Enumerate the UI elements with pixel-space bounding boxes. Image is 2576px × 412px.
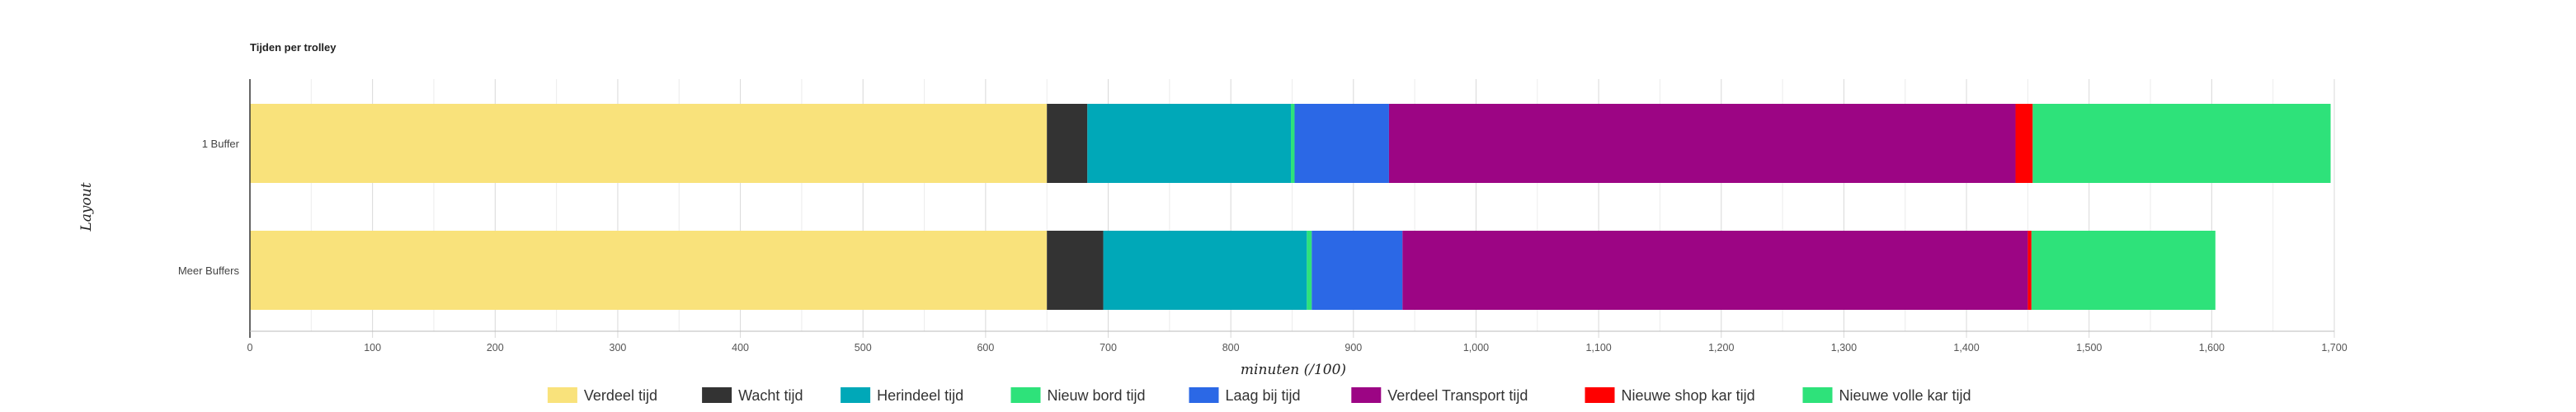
legend-swatch — [702, 387, 732, 403]
bar-segment — [250, 231, 1048, 310]
x-tick-label: 1,100 — [1585, 342, 1611, 353]
bar-segment — [1291, 104, 1295, 183]
legend-label: Wacht tijd — [738, 387, 803, 404]
bar-segment — [2027, 231, 2032, 310]
bar-segment — [1047, 104, 1088, 183]
x-tick-label: 300 — [610, 342, 627, 353]
bar-segment — [1312, 231, 1403, 310]
x-tick-label: 900 — [1345, 342, 1362, 353]
bar-segment — [1103, 231, 1307, 310]
legend-label: Herindeel tijd — [877, 387, 963, 404]
legend: Verdeel tijd Wacht tijd Herindeel tijd Nieu… — [547, 387, 1971, 404]
axes: 0 100 200 300 400 500 600 700 800 900 1,000 1,100 1,… — [178, 79, 2348, 353]
bar-segment — [1294, 104, 1389, 183]
legend-item[interactable]: Verdeel Transport tijd — [1351, 387, 1528, 404]
y-category-label: 1 Buffer — [202, 138, 240, 150]
y-axis-title: Layout — [78, 182, 95, 232]
x-tick-label: 1,300 — [1831, 342, 1857, 353]
legend-item[interactable]: Nieuw bord tijd — [1010, 387, 1146, 404]
legend-swatch — [547, 387, 577, 403]
legend-item[interactable]: Nieuwe shop kar tijd — [1585, 387, 1755, 404]
x-tick-label: 700 — [1100, 342, 1117, 353]
bar-segment — [1047, 231, 1104, 310]
x-axis-title: minuten (/100) — [1241, 362, 1346, 378]
legend-swatch — [841, 387, 871, 403]
bar-segment — [2032, 104, 2331, 183]
bars — [250, 104, 2331, 310]
x-tick-label: 1,600 — [2199, 342, 2225, 353]
x-tick-label: 800 — [1222, 342, 1240, 353]
y-category-label: Meer Buffers — [178, 265, 240, 277]
bar-segment — [1402, 231, 2028, 310]
bar-segment — [1388, 104, 2016, 183]
x-tick-label: 0 — [247, 342, 253, 353]
x-tick-label: 600 — [977, 342, 994, 353]
x-tick-label: 100 — [364, 342, 381, 353]
x-tick-label: 1,400 — [1953, 342, 1979, 353]
legend-label: Nieuw bord tijd — [1048, 387, 1146, 404]
x-tick-label: 1,500 — [2076, 342, 2102, 353]
bar-segment — [2015, 104, 2033, 183]
bar-segment — [1307, 231, 1312, 310]
legend-swatch — [1802, 387, 1833, 403]
legend-label: Verdeel tijd — [584, 387, 657, 404]
legend-item[interactable]: Herindeel tijd — [841, 387, 963, 404]
legend-item[interactable]: Verdeel tijd — [547, 387, 657, 404]
legend-label: Nieuwe shop kar tijd — [1622, 387, 1755, 404]
legend-item[interactable]: Wacht tijd — [702, 387, 803, 404]
legend-label: Nieuwe volle kar tijd — [1839, 387, 1971, 404]
legend-swatch — [1585, 387, 1615, 403]
legend-label: Verdeel Transport tijd — [1387, 387, 1528, 404]
legend-label: Laag bij tijd — [1226, 387, 1301, 404]
legend-item[interactable]: Laag bij tijd — [1189, 387, 1301, 404]
bar-segment — [2031, 231, 2216, 310]
chart-title: Tijden per trolley — [250, 41, 337, 54]
x-tick-label: 1,700 — [2321, 342, 2347, 353]
legend-swatch — [1351, 387, 1382, 403]
legend-swatch — [1010, 387, 1041, 403]
x-tick-label: 1,000 — [1463, 342, 1489, 353]
legend-swatch — [1189, 387, 1219, 403]
bar-segment — [1087, 104, 1292, 183]
bar-segment — [250, 104, 1048, 183]
x-tick-label: 500 — [855, 342, 872, 353]
x-tick-label: 200 — [487, 342, 504, 353]
x-tick-label: 1,200 — [1708, 342, 1734, 353]
legend-item[interactable]: Nieuwe volle kar tijd — [1802, 387, 1971, 404]
x-tick-label: 400 — [732, 342, 749, 353]
